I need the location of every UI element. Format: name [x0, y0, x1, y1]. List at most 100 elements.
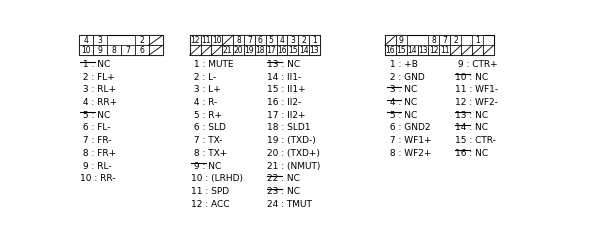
Text: 6 : SLD: 6 : SLD	[191, 123, 226, 132]
Text: 15 : CTR-: 15 : CTR-	[455, 136, 496, 145]
Text: 6 : FL-: 6 : FL-	[80, 123, 111, 132]
Text: 6 : GND2: 6 : GND2	[386, 123, 430, 132]
Text: 4: 4	[280, 36, 284, 45]
Text: 24 : TMUT: 24 : TMUT	[267, 200, 312, 209]
Text: 16 : II2-: 16 : II2-	[267, 98, 301, 107]
Text: 9: 9	[399, 36, 404, 45]
Text: 10 : NC: 10 : NC	[455, 73, 488, 82]
Bar	[255, 35, 266, 45]
Text: 12: 12	[429, 46, 439, 55]
Text: 16 : NC: 16 : NC	[455, 149, 488, 158]
Text: 11 : WF1-: 11 : WF1-	[455, 85, 498, 94]
Text: 14: 14	[299, 46, 308, 55]
Bar	[190, 45, 200, 55]
Text: 13: 13	[418, 46, 428, 55]
Bar	[266, 45, 277, 55]
Text: 3 : RL+: 3 : RL+	[80, 85, 116, 94]
Text: 9 : RL-: 9 : RL-	[80, 162, 112, 171]
Bar	[149, 35, 163, 45]
Text: 17: 17	[266, 46, 276, 55]
Bar	[472, 35, 482, 45]
Text: 10: 10	[81, 46, 91, 55]
Bar	[439, 35, 450, 45]
Text: 6: 6	[139, 46, 144, 55]
Bar	[472, 45, 482, 55]
Text: 18 : SLD1: 18 : SLD1	[267, 123, 311, 132]
Text: 11: 11	[440, 46, 449, 55]
Text: 19 : (TXD-): 19 : (TXD-)	[267, 136, 316, 145]
Text: 1: 1	[312, 36, 317, 45]
Text: 9 : NC: 9 : NC	[191, 162, 221, 171]
Text: 12: 12	[190, 36, 200, 45]
Text: 2 : L-: 2 : L-	[191, 73, 217, 82]
Text: 12 : WF2-: 12 : WF2-	[455, 98, 497, 107]
Bar	[79, 35, 163, 55]
Bar	[190, 35, 320, 55]
Text: 8: 8	[236, 36, 241, 45]
Bar	[79, 45, 93, 55]
Bar	[450, 35, 461, 45]
Bar	[396, 45, 407, 55]
Bar	[134, 35, 149, 45]
Bar	[222, 35, 233, 45]
Text: 13 : NC: 13 : NC	[267, 60, 301, 69]
Bar	[287, 45, 298, 55]
Text: 8 : WF2+: 8 : WF2+	[386, 149, 431, 158]
Bar	[428, 35, 439, 45]
Text: 2: 2	[139, 36, 144, 45]
Text: 3 : L+: 3 : L+	[191, 85, 221, 94]
Bar	[450, 45, 461, 55]
Text: 3 : NC: 3 : NC	[386, 85, 417, 94]
Text: 15: 15	[288, 46, 298, 55]
Text: 2 : FL+: 2 : FL+	[80, 73, 115, 82]
Text: 2 : GND: 2 : GND	[386, 73, 424, 82]
Bar	[233, 45, 244, 55]
Bar	[287, 35, 298, 45]
Bar	[298, 45, 309, 55]
Text: 11 : SPD: 11 : SPD	[191, 187, 229, 196]
Text: 9: 9	[97, 46, 102, 55]
Text: 7: 7	[125, 46, 130, 55]
Text: 7 : WF1+: 7 : WF1+	[386, 136, 431, 145]
Bar	[121, 45, 134, 55]
Bar	[298, 35, 309, 45]
Text: 3: 3	[97, 36, 102, 45]
Bar	[309, 45, 320, 55]
Text: 4 : NC: 4 : NC	[386, 98, 416, 107]
Text: 7: 7	[247, 36, 252, 45]
Text: 20 : (TXD+): 20 : (TXD+)	[267, 149, 320, 158]
Text: 23 : NC: 23 : NC	[267, 187, 300, 196]
Text: 21 : (NMUT): 21 : (NMUT)	[267, 162, 320, 171]
Text: 2: 2	[301, 36, 306, 45]
Text: 5 : NC: 5 : NC	[386, 111, 417, 120]
Bar	[211, 45, 222, 55]
Bar	[211, 35, 222, 45]
Text: 17 : II2+: 17 : II2+	[267, 111, 306, 120]
Bar	[461, 45, 472, 55]
Text: 1 : +B: 1 : +B	[386, 60, 418, 69]
Bar	[233, 35, 244, 45]
Text: 13 : NC: 13 : NC	[455, 111, 488, 120]
Bar	[277, 45, 287, 55]
Bar	[107, 45, 121, 55]
Text: 14: 14	[407, 46, 417, 55]
Bar	[385, 35, 396, 45]
Bar	[428, 45, 439, 55]
Bar	[309, 35, 320, 45]
Text: 8: 8	[431, 36, 436, 45]
Bar	[244, 35, 255, 45]
Bar	[385, 45, 396, 55]
Bar	[439, 45, 450, 55]
Text: 18: 18	[256, 46, 265, 55]
Text: 8 : TX+: 8 : TX+	[191, 149, 227, 158]
Text: 9 : CTR+: 9 : CTR+	[455, 60, 497, 69]
Text: 8: 8	[112, 46, 116, 55]
Text: 12 : ACC: 12 : ACC	[191, 200, 230, 209]
Bar	[149, 45, 163, 55]
Bar	[79, 35, 93, 45]
Text: 1 : NC: 1 : NC	[80, 60, 110, 69]
Bar	[396, 35, 407, 45]
Bar	[190, 35, 200, 45]
Text: 10 : RR-: 10 : RR-	[80, 174, 116, 183]
Text: 5 : NC: 5 : NC	[80, 111, 110, 120]
